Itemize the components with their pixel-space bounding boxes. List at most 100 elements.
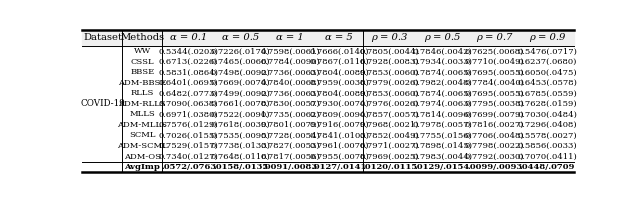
Text: 0.7625(.0068): 0.7625(.0068) — [465, 47, 524, 55]
Text: 0.7706(.0048): 0.7706(.0048) — [465, 131, 525, 139]
Text: 0.5856(.0033): 0.5856(.0033) — [517, 142, 577, 150]
Text: .0572/.0763: .0572/.0763 — [161, 163, 216, 171]
Text: 0.7852(.0049): 0.7852(.0049) — [360, 131, 419, 139]
Text: 0.7710(.0049): 0.7710(.0049) — [465, 58, 525, 66]
Text: 0.7857(.0057): 0.7857(.0057) — [360, 111, 419, 118]
Text: 0.7955(.0078): 0.7955(.0078) — [309, 152, 369, 161]
Text: 0.6237(.0680): 0.6237(.0680) — [518, 58, 577, 66]
Text: 0.7784(.0090): 0.7784(.0090) — [260, 58, 320, 66]
Text: CSSL: CSSL — [131, 58, 154, 66]
Text: 0.6971(.0380): 0.6971(.0380) — [159, 111, 218, 118]
Text: 0.7736(.0063): 0.7736(.0063) — [260, 68, 320, 76]
Text: 0.7598(.0061): 0.7598(.0061) — [260, 47, 320, 55]
Text: 0.7661(.0078): 0.7661(.0078) — [211, 100, 270, 108]
Text: 0.7982(.0048): 0.7982(.0048) — [412, 79, 472, 87]
Text: 0.7669(.0074): 0.7669(.0074) — [211, 79, 270, 87]
Text: COVID-19: COVID-19 — [80, 99, 125, 108]
Text: ρ = 0.3: ρ = 0.3 — [371, 33, 408, 42]
Text: 0.7695(.0055): 0.7695(.0055) — [465, 68, 525, 76]
Text: Dataset: Dataset — [83, 33, 122, 42]
Text: 0.7840(.0068): 0.7840(.0068) — [260, 79, 320, 87]
Text: AvgImp: AvgImp — [124, 163, 160, 171]
Text: 0.7795(.0038): 0.7795(.0038) — [465, 100, 525, 108]
Text: .0127/.0141: .0127/.0141 — [311, 163, 367, 171]
Text: WW: WW — [134, 47, 151, 55]
Text: ρ = 0.9: ρ = 0.9 — [529, 33, 565, 42]
Text: α = 1: α = 1 — [276, 33, 304, 42]
Text: 0.7728(.0054): 0.7728(.0054) — [260, 131, 320, 139]
Text: 0.6453(.0578): 0.6453(.0578) — [517, 79, 577, 87]
Text: 0.7736(.0063): 0.7736(.0063) — [260, 89, 320, 98]
Text: .0099/.0093: .0099/.0093 — [467, 163, 522, 171]
Text: 0.6050(.0475): 0.6050(.0475) — [517, 68, 577, 76]
Text: 0.7841(.0103): 0.7841(.0103) — [309, 131, 369, 139]
Text: 0.7735(.0062): 0.7735(.0062) — [260, 111, 320, 118]
Text: 0.7801(.0079): 0.7801(.0079) — [260, 121, 320, 129]
Text: .0448/.0709: .0448/.0709 — [520, 163, 575, 171]
Text: 0.7971(.0027): 0.7971(.0027) — [360, 142, 419, 150]
Text: α = 0.5: α = 0.5 — [222, 33, 259, 42]
Text: 0.7959(.0038): 0.7959(.0038) — [309, 79, 369, 87]
Text: 0.7976(.0026): 0.7976(.0026) — [360, 100, 419, 108]
Text: .0120/.0115: .0120/.0115 — [362, 163, 417, 171]
Text: 0.7695(.0055): 0.7695(.0055) — [465, 89, 525, 98]
Text: 0.7830(.0057): 0.7830(.0057) — [260, 100, 320, 108]
Text: 0.7934(.0033): 0.7934(.0033) — [412, 58, 472, 66]
Text: 0.7979(.0026): 0.7979(.0026) — [360, 79, 419, 87]
Text: 0.5476(.0717): 0.5476(.0717) — [517, 47, 577, 55]
Text: BBSE: BBSE — [130, 68, 154, 76]
Text: 0.7874(.0065): 0.7874(.0065) — [412, 68, 472, 76]
Text: 0.7226(.0174): 0.7226(.0174) — [211, 47, 270, 55]
Text: 0.7522(.0091): 0.7522(.0091) — [211, 111, 270, 118]
Text: 0.7817(.0056): 0.7817(.0056) — [260, 152, 320, 161]
Text: ADM-OS: ADM-OS — [124, 152, 161, 161]
Text: 0.7499(.0092): 0.7499(.0092) — [211, 89, 270, 98]
Text: 0.7974(.0063): 0.7974(.0063) — [412, 100, 472, 108]
Text: 0.7930(.0074): 0.7930(.0074) — [309, 100, 369, 108]
Text: ADM-MLLS: ADM-MLLS — [117, 121, 167, 129]
Text: ρ = 0.7: ρ = 0.7 — [477, 33, 513, 42]
Text: 0.7784(.0040): 0.7784(.0040) — [465, 79, 525, 87]
Text: 0.7755(.0156): 0.7755(.0156) — [412, 131, 472, 139]
Text: 0.7983(.0044): 0.7983(.0044) — [412, 152, 472, 161]
Text: .0158/.0135: .0158/.0135 — [213, 163, 268, 171]
Text: 0.7968(.0021): 0.7968(.0021) — [360, 121, 419, 129]
Text: 0.7026(.0155): 0.7026(.0155) — [159, 131, 218, 139]
Text: ADM-BBSE: ADM-BBSE — [118, 79, 166, 87]
Text: .0129/.0154: .0129/.0154 — [415, 163, 470, 171]
Text: 0.7576(.0129): 0.7576(.0129) — [159, 121, 218, 129]
Text: 0.7814(.0096): 0.7814(.0096) — [412, 111, 472, 118]
Text: 0.7465(.0066): 0.7465(.0066) — [211, 58, 270, 66]
Text: 0.7090(.0638): 0.7090(.0638) — [159, 100, 218, 108]
Text: 0.7978(.0057): 0.7978(.0057) — [412, 121, 472, 129]
Text: 0.7340(.0127): 0.7340(.0127) — [159, 152, 218, 161]
Text: α = 5: α = 5 — [325, 33, 353, 42]
Text: 0.7809(.0094): 0.7809(.0094) — [309, 111, 369, 118]
Text: 0.7898(.0145): 0.7898(.0145) — [412, 142, 472, 150]
Text: 0.7816(.0027): 0.7816(.0027) — [465, 121, 524, 129]
Text: 0.7030(.0484): 0.7030(.0484) — [517, 111, 577, 118]
Text: 0.7070(.0411): 0.7070(.0411) — [517, 152, 577, 161]
Text: 0.7648(.0116): 0.7648(.0116) — [211, 152, 270, 161]
Text: 0.7928(.0083): 0.7928(.0083) — [360, 58, 419, 66]
Text: 0.7853(.0060): 0.7853(.0060) — [360, 89, 419, 98]
Text: 0.7296(.0408): 0.7296(.0408) — [517, 121, 577, 129]
Text: 0.7867(.0116): 0.7867(.0116) — [309, 58, 369, 66]
Text: ADM-SCML: ADM-SCML — [117, 142, 168, 150]
Text: RLLS: RLLS — [131, 89, 154, 98]
Text: MLLS: MLLS — [129, 111, 156, 118]
Text: 0.7628(.0159): 0.7628(.0159) — [517, 100, 577, 108]
Text: 0.7846(.0042): 0.7846(.0042) — [412, 47, 472, 55]
Text: 0.7535(.0095): 0.7535(.0095) — [211, 131, 270, 139]
Text: α = 0.1: α = 0.1 — [170, 33, 207, 42]
Text: 0.5831(.0864): 0.5831(.0864) — [159, 68, 218, 76]
Text: 0.6713(.0226): 0.6713(.0226) — [159, 58, 218, 66]
Text: 0.7805(.0044): 0.7805(.0044) — [360, 47, 419, 55]
Text: Methods: Methods — [120, 33, 164, 42]
Text: 0.7961(.0076): 0.7961(.0076) — [309, 142, 369, 150]
Text: 0.5578(.0027): 0.5578(.0027) — [517, 131, 577, 139]
Text: 0.7804(.0089): 0.7804(.0089) — [309, 89, 369, 98]
Text: 0.7792(.0030): 0.7792(.0030) — [465, 152, 524, 161]
Text: .0091/.0083: .0091/.0083 — [263, 163, 318, 171]
Text: 0.7618(.0039): 0.7618(.0039) — [211, 121, 270, 129]
